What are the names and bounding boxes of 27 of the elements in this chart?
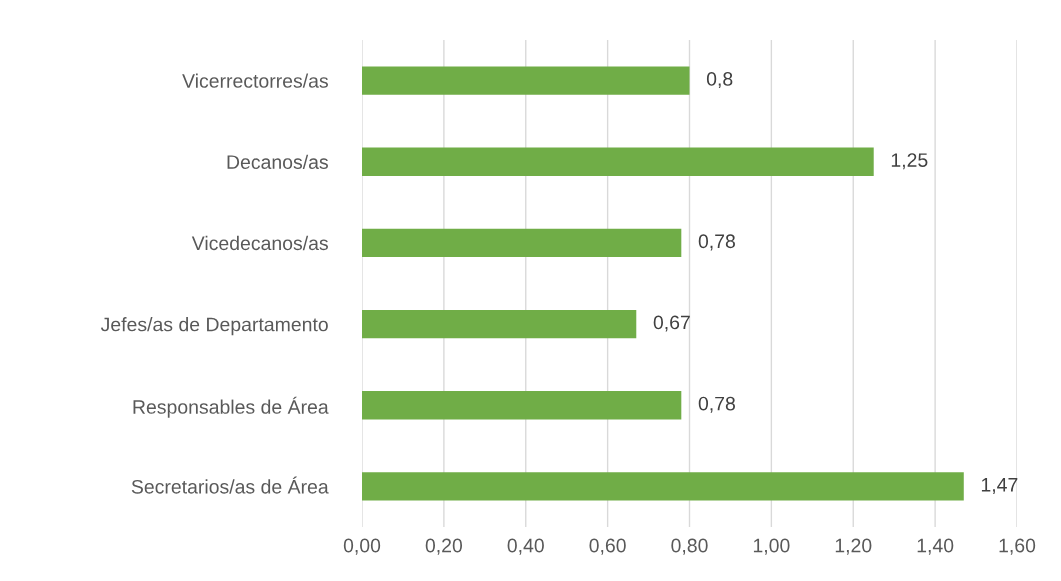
x-tick-label: 0,20	[425, 538, 463, 555]
data-label: 1,25	[891, 153, 928, 170]
x-tick-label: 0,00	[343, 538, 381, 555]
x-tick-label: 0,60	[589, 538, 626, 555]
y-tick-label: Responsables de Área	[133, 396, 329, 418]
data-label: 0,8	[706, 72, 733, 89]
bar	[362, 228, 682, 258]
x-tick-label: 1,00	[753, 538, 790, 555]
x-tick-label: 0,40	[507, 538, 544, 555]
bar	[362, 391, 682, 420]
bar	[362, 309, 637, 339]
y-tick-label: Secretarios/as de Área	[131, 476, 329, 494]
x-tick-label: 1,20	[835, 538, 872, 555]
data-label: 0,78	[698, 234, 735, 251]
bar	[362, 472, 964, 501]
x-tick-label: 1,60	[999, 538, 1036, 555]
bar	[362, 66, 690, 95]
data-label: 0,67	[653, 315, 690, 332]
bar	[362, 147, 874, 176]
x-tick-label: 1,40	[917, 538, 954, 555]
y-tick-label: Vicerrectorres/as	[182, 73, 328, 88]
data-label: 1,47	[981, 478, 1018, 494]
x-tick-label: 0,80	[671, 538, 708, 555]
y-tick-label: Decanos/as	[227, 154, 328, 169]
y-tick-label: Vicedecanos/as	[191, 235, 328, 251]
data-label: 0,78	[698, 396, 735, 413]
y-tick-label: Jefes/as de Departamento	[100, 317, 328, 336]
